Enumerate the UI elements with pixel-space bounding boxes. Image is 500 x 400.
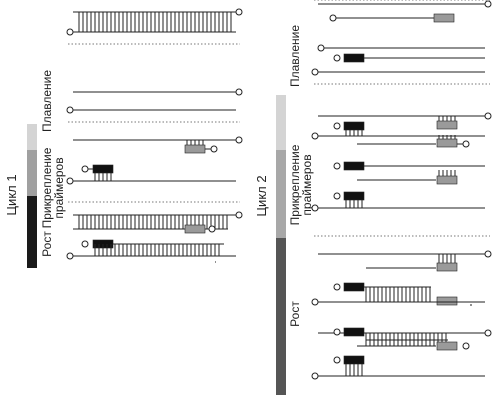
reverse-primer-156 [433, 13, 455, 23]
forward-primer-173 [343, 121, 365, 131]
strand-end-circle-3 [66, 28, 74, 36]
forward-primer-201 [343, 191, 365, 201]
strand-end-circle-181 [311, 132, 319, 140]
cycle1-title: Цикл 1 [4, 174, 19, 215]
strand-end-circle-212 [484, 250, 492, 258]
strand-end-circle-152 [484, 0, 492, 8]
reverse-primer-182 [436, 138, 458, 148]
cycle2-annealing-bar [276, 150, 286, 238]
forward-primer-61 [92, 164, 114, 174]
forward-primer-246 [343, 327, 365, 337]
strand-end-circle-149 [66, 252, 74, 260]
cycle2-title: Цикл 2 [254, 175, 269, 216]
cycle1-annealing-label-line2: праймеров [52, 157, 66, 218]
primer-end-circle-274 [333, 356, 341, 364]
strand-end-circle-209 [311, 204, 319, 212]
reverse-primer-194 [436, 175, 458, 185]
primer-end-circle-112 [208, 225, 216, 233]
forward-primer-192 [343, 161, 365, 171]
strand-end-circle-50 [235, 136, 243, 144]
forward-primer-220 [343, 282, 365, 292]
strand-end-circle-45 [235, 88, 243, 96]
dna-strand-drawing [66, 0, 492, 380]
primer-end-circle-188 [462, 140, 470, 148]
strand-end-circle-245 [484, 329, 492, 337]
cycle1-extension-label: Рост [40, 231, 54, 257]
reverse-primer-51 [184, 144, 206, 154]
primer-end-circle-59 [81, 165, 89, 173]
strand-end-circle-1 [235, 8, 243, 16]
strand-end-circle-242 [311, 298, 319, 306]
reverse-primer-111 [184, 224, 206, 234]
reverse-primer-270 [436, 341, 458, 351]
reverse-primer-240 [436, 296, 458, 306]
primer-end-circle-221 [333, 283, 341, 291]
strand-end-circle-281 [311, 372, 319, 380]
cycle2-extension-label: Рост [288, 301, 302, 327]
forward-primer-159 [343, 53, 365, 63]
primer-end-circle-271 [462, 342, 470, 350]
cycle2-annealing-label-line1: Прикрепление [288, 144, 302, 225]
strand-end-circle-166 [484, 112, 492, 120]
cycle2-extension-bar [276, 238, 286, 395]
cycle1-annealing-bar [27, 150, 37, 196]
cycle1-melting-label: Плавление [40, 70, 54, 132]
primer-end-circle-247 [333, 328, 341, 336]
primer-end-circle-58 [210, 145, 218, 153]
strand-end-circle-155 [329, 14, 337, 22]
reverse-primer-213 [436, 262, 458, 272]
cycle1-annealing-label-line1: Прикрепление [40, 147, 54, 228]
primer-end-circle-113 [81, 240, 89, 248]
cycle2-melting-bar [276, 95, 286, 150]
strand-end-circle-160 [333, 54, 341, 62]
forward-primer-273 [343, 355, 365, 365]
cycle2-melting-label: Плавление [288, 25, 302, 87]
strand-end-circle-47 [66, 106, 74, 114]
strand-end-circle-68 [66, 177, 74, 185]
cycle2-annealing-label-line2: праймеров [300, 154, 314, 215]
primer-end-circle-174 [333, 122, 341, 130]
reverse-primer-167 [436, 120, 458, 130]
strand-end-circle-71 [235, 211, 243, 219]
cycle1-extension-bar [27, 196, 37, 268]
primer-end-circle-191 [333, 162, 341, 170]
strand-end-circle-163 [311, 68, 319, 76]
strand-end-circle-158 [317, 44, 325, 52]
primer-end-circle-202 [333, 192, 341, 200]
